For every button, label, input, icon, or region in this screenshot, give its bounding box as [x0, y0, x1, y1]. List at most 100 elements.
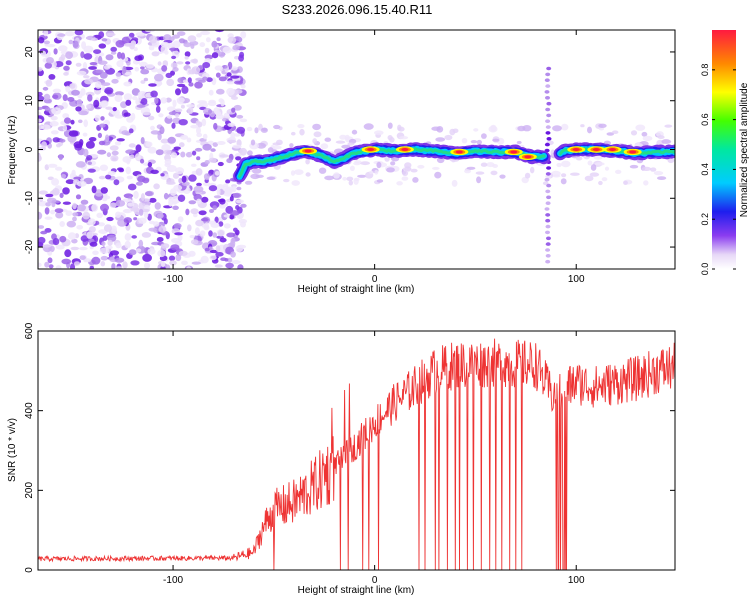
streak-blob — [545, 125, 551, 129]
streak-blob — [546, 166, 552, 170]
noise-blob — [72, 202, 77, 210]
noise-blob — [461, 137, 468, 144]
noise-blob — [126, 60, 131, 66]
noise-blob — [155, 149, 164, 156]
noise-blob — [175, 167, 185, 175]
noise-blob — [661, 139, 672, 144]
noise-blob — [88, 66, 97, 70]
noise-blob — [115, 266, 123, 269]
noise-blob — [344, 134, 350, 141]
noise-blob — [227, 36, 237, 44]
noise-blob — [205, 37, 211, 43]
peak-core — [401, 148, 409, 151]
noise-blob — [488, 125, 498, 133]
noise-blob — [256, 142, 266, 149]
streak-blob — [544, 90, 550, 94]
noise-blob — [313, 131, 322, 138]
noise-blob — [202, 133, 208, 140]
noise-blob — [181, 260, 188, 265]
noise-blob — [55, 265, 62, 269]
noise-blob — [109, 145, 119, 151]
noise-blob — [214, 264, 223, 268]
noise-blob — [604, 166, 610, 171]
noise-blob — [86, 155, 93, 161]
noise-blob — [590, 164, 597, 171]
noise-blob — [62, 201, 71, 205]
noise-blob — [160, 45, 168, 54]
noise-blob — [38, 190, 48, 195]
noise-blob — [227, 257, 233, 263]
noise-blob — [125, 149, 135, 154]
noise-blob — [130, 260, 140, 266]
noise-blob — [83, 53, 93, 60]
colorbar-tick-label: 0.4 — [700, 163, 710, 176]
noise-blob — [233, 227, 238, 232]
noise-blob — [88, 226, 96, 233]
noise-blob — [223, 223, 231, 229]
noise-blob — [664, 124, 673, 128]
noise-blob — [95, 69, 104, 74]
noise-blob — [143, 210, 149, 219]
noise-blob — [75, 62, 82, 67]
noise-blob — [55, 244, 65, 250]
colorbar: 0.0 0.2 0.4 0.6 0.8 Normalized spectral ampl… — [700, 30, 750, 275]
noise-blob — [191, 67, 196, 75]
noise-blob — [57, 33, 66, 37]
noise-blob — [97, 149, 107, 155]
noise-blob — [230, 75, 240, 79]
noise-blob — [110, 51, 117, 55]
noise-blob — [128, 128, 134, 134]
noise-blob — [404, 162, 412, 169]
noise-blob — [168, 255, 176, 261]
peak-core — [609, 148, 617, 151]
noise-blob — [163, 34, 172, 42]
noise-blob — [200, 255, 209, 264]
noise-blob — [283, 178, 290, 183]
noise-blob — [215, 252, 224, 257]
noise-blob — [147, 161, 153, 168]
noise-blob — [404, 166, 412, 172]
noise-blob — [218, 98, 224, 103]
noise-blob — [226, 72, 232, 77]
streak-blob — [544, 177, 550, 182]
noise-blob — [667, 157, 675, 164]
noise-blob — [178, 119, 188, 126]
noise-blob — [41, 124, 51, 130]
noise-blob — [91, 185, 97, 194]
noise-blob — [172, 172, 180, 179]
noise-blob — [70, 246, 80, 251]
noise-blob — [61, 174, 67, 179]
noise-blob — [62, 124, 68, 132]
noise-blob — [46, 197, 57, 204]
noise-blob — [217, 230, 225, 237]
noise-blob — [63, 65, 70, 71]
snr-frame — [37, 330, 676, 571]
noise-blob — [147, 248, 156, 255]
noise-blob — [97, 132, 102, 139]
streak-blob — [545, 230, 550, 235]
noise-blob — [71, 238, 78, 244]
noise-blob — [105, 32, 116, 37]
snr-xtick-label: 100 — [568, 575, 585, 586]
spectrogram-xtick-label: 100 — [568, 274, 585, 285]
noise-blob — [80, 199, 89, 205]
noise-blob — [216, 187, 221, 196]
noise-blob — [294, 169, 304, 176]
noise-blob — [76, 99, 83, 107]
noise-blob — [96, 212, 103, 218]
noise-blob — [198, 210, 207, 216]
noise-blob — [386, 167, 395, 173]
noise-blob — [206, 77, 213, 83]
noise-blob — [65, 85, 71, 93]
noise-blob — [46, 43, 56, 48]
noise-blob — [226, 232, 236, 238]
noise-blob — [208, 157, 217, 163]
streak-blob — [546, 183, 552, 188]
noise-blob — [401, 176, 409, 181]
noise-blob — [186, 266, 192, 269]
noise-blob — [212, 142, 218, 148]
noise-blob — [172, 40, 181, 49]
peak-core — [510, 150, 518, 154]
noise-blob — [235, 199, 244, 204]
noise-blob — [176, 31, 186, 36]
